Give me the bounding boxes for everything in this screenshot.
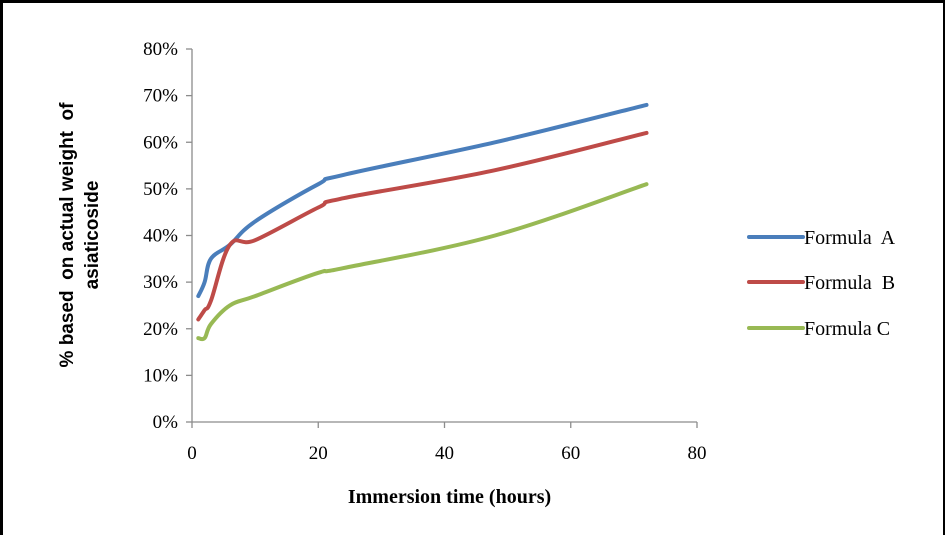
x-tick-label: 40	[435, 443, 454, 464]
y-tick-label: 50%	[143, 179, 178, 200]
y-axis-title-line: asiaticoside	[82, 181, 103, 290]
y-tick-label: 70%	[143, 86, 178, 107]
series-line-2	[196, 130, 649, 322]
x-tick-label: 20	[309, 443, 328, 464]
x-axis-title: Immersion time (hours)	[348, 486, 551, 508]
y-axis-title: % based on actual weight of asiaticoside	[57, 102, 103, 368]
series-line-3	[196, 182, 649, 342]
line-chart: 0% 10% 20% 30% 40% 50% 60% 70% 80% 0 20 40 60 80 Immer…	[57, 39, 896, 508]
y-axis-title-line: % based on actual weight of	[57, 102, 78, 368]
x-tick-label: 80	[688, 443, 707, 464]
legend-label: Formula A	[804, 227, 896, 249]
series-line-1	[196, 102, 649, 299]
y-tick-label: 10%	[143, 365, 178, 386]
y-tick-label: 40%	[143, 226, 178, 247]
legend-label: Formula C	[804, 318, 890, 340]
y-tick-label: 60%	[143, 132, 178, 153]
legend-label: Formula B	[804, 272, 895, 294]
x-tick-label: 0	[187, 443, 197, 464]
y-tick-label: 80%	[143, 39, 178, 60]
y-tick-label: 20%	[143, 319, 178, 340]
y-tick-label: 30%	[143, 272, 178, 293]
x-tick-label: 60	[561, 443, 580, 464]
y-tick-label: 0%	[153, 412, 179, 433]
